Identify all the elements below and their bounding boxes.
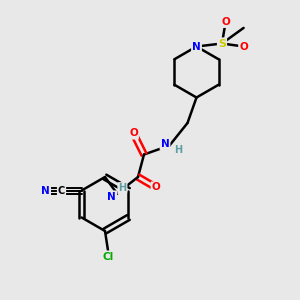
Text: N: N (41, 185, 50, 196)
Text: N: N (192, 41, 201, 52)
Text: C: C (58, 185, 65, 196)
Text: O: O (129, 128, 138, 139)
Text: O: O (239, 41, 248, 52)
Text: H: H (174, 145, 183, 155)
Text: H: H (118, 183, 127, 193)
Text: O: O (152, 182, 160, 193)
Text: S: S (218, 38, 226, 49)
Text: N: N (160, 139, 169, 149)
Text: Cl: Cl (103, 251, 114, 262)
Text: N: N (107, 191, 116, 202)
Text: O: O (221, 17, 230, 27)
